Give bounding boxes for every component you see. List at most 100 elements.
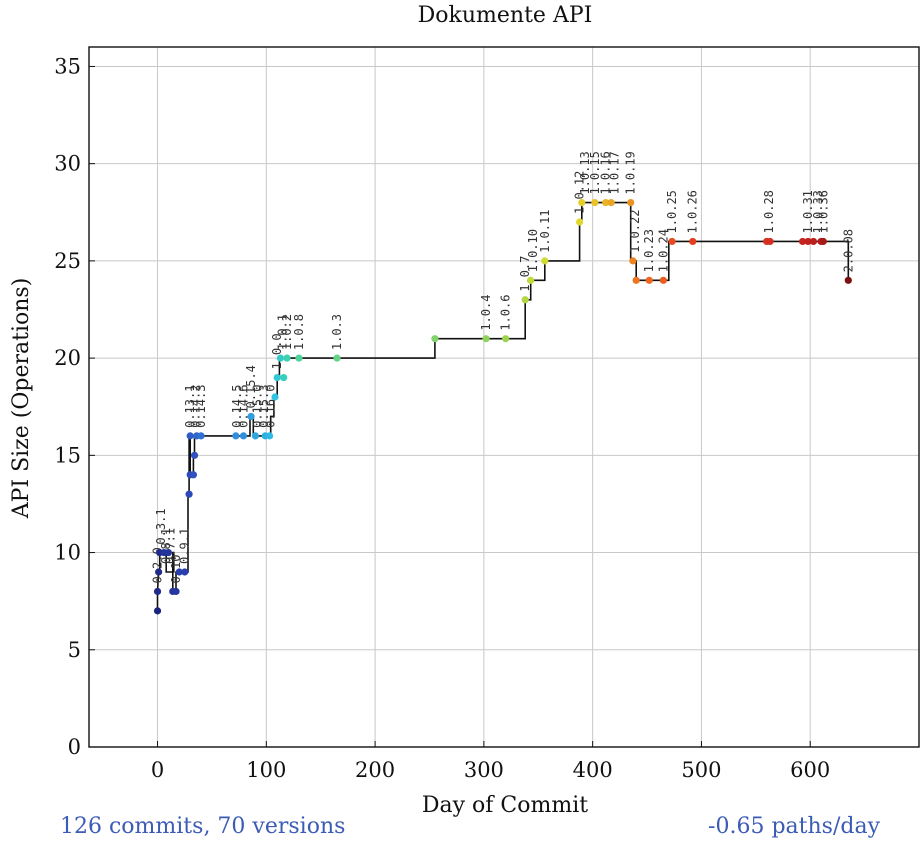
version-label: 1.0.3: [330, 314, 344, 350]
commit-point: [175, 568, 183, 576]
commit-point: [591, 198, 599, 207]
version-label: 0.15.3: [257, 385, 271, 428]
version-label: 1.0.4: [479, 295, 493, 331]
version-label: 1.0.16: [599, 151, 613, 194]
commit-point: [164, 548, 173, 557]
y-tick-label: 20: [54, 346, 81, 370]
x-tick-label: 600: [790, 758, 830, 782]
version-label: 1.0.31: [801, 190, 815, 233]
commit-point: [239, 432, 248, 440]
version-label: 1.0.13: [578, 151, 592, 194]
commit-point: [627, 198, 635, 207]
commit-point: [602, 198, 610, 207]
commit-point: [766, 237, 774, 246]
x-tick-label: 300: [464, 758, 504, 782]
version-label: 1.0.33: [811, 190, 825, 233]
version-label: 2.0.08: [841, 229, 855, 272]
x-tick-label: 100: [246, 758, 286, 782]
commit-point: [271, 393, 279, 401]
version-label: 1.0.2: [280, 314, 294, 350]
commit-point: [632, 276, 640, 284]
commit-point: [190, 451, 199, 459]
commit-point: [819, 237, 827, 246]
commit-points: [153, 198, 852, 615]
version-labels: 0.2.00.3.10.8.10.7.10.100.9.10.13.10.14.…: [151, 151, 856, 583]
commit-point: [181, 568, 189, 576]
commit-point: [645, 276, 653, 284]
grid-lines: [89, 47, 919, 748]
rate-note: -0.65 paths/day: [708, 814, 881, 839]
version-label: 0.14.3: [194, 385, 208, 428]
commit-point: [265, 432, 274, 440]
version-label: 0.10: [169, 555, 183, 584]
version-label: 1.0.1: [276, 314, 290, 350]
version-label: 0.15.4: [244, 365, 258, 408]
commit-point: [251, 432, 260, 440]
commit-point: [689, 237, 697, 246]
y-tick-label: 35: [54, 54, 81, 78]
commit-point: [155, 568, 163, 576]
commit-point: [804, 237, 812, 246]
x-tick-label: 0: [151, 758, 164, 782]
commit-count-note: 126 commits, 70 versions: [60, 814, 345, 839]
commit-point: [280, 373, 288, 382]
version-label: 1.0.25: [665, 190, 679, 233]
y-tick-label: 15: [54, 443, 81, 467]
commit-point: [844, 276, 852, 284]
commit-point: [232, 432, 240, 440]
commit-point: [659, 276, 667, 284]
commit-point: [502, 335, 510, 343]
commit-point: [247, 412, 255, 421]
commit-point: [668, 237, 676, 246]
version-label: 0.13.1: [183, 385, 197, 428]
plot-frame: [88, 46, 920, 748]
version-label: 0.3.1: [154, 508, 168, 544]
version-label: 1.0.23: [642, 229, 656, 272]
commit-point: [629, 257, 637, 265]
commit-point: [809, 237, 818, 246]
commit-point: [607, 198, 615, 207]
y-tick-label: 10: [54, 541, 81, 565]
version-label: 1.0.28: [762, 190, 776, 233]
version-label: 1.0.15: [588, 151, 602, 194]
version-label: 0.14.5: [230, 385, 244, 428]
y-tick-label: 30: [54, 152, 81, 176]
commit-point: [521, 296, 529, 304]
version-label: 1.0.6: [499, 295, 513, 331]
commit-point: [172, 587, 180, 596]
commit-point: [283, 354, 291, 362]
version-label: 1.0.10: [526, 229, 540, 272]
commit-point: [273, 373, 281, 382]
x-tick-label: 500: [681, 758, 721, 782]
commit-point: [541, 257, 549, 265]
axis-ticks: 0 100 200 300 400 500 600 0 5 10 15 20 25 30 35: [54, 54, 830, 782]
y-tick-label: 0: [68, 735, 81, 759]
commit-point: [153, 607, 162, 615]
commit-point: [189, 471, 198, 479]
commit-point: [186, 432, 194, 440]
commit-point: [482, 335, 490, 343]
commit-point: [431, 335, 439, 343]
commit-point: [185, 490, 193, 498]
version-label: 0.14.2: [189, 385, 203, 428]
version-label: 0.14.6: [236, 385, 250, 428]
x-tick-label: 400: [573, 758, 613, 782]
x-tick-label: 200: [355, 758, 395, 782]
commit-point: [527, 276, 535, 284]
y-tick-label: 25: [54, 249, 81, 273]
commit-point: [153, 587, 162, 596]
version-label: 1.0.36: [816, 190, 830, 233]
commit-point: [295, 354, 303, 362]
commit-point: [197, 432, 205, 440]
version-label: 1.0.8: [292, 314, 306, 350]
version-label: 1.0.26: [686, 190, 700, 233]
commit-point: [576, 218, 584, 226]
version-label: 0.16.0: [264, 385, 278, 428]
x-axis-label: Day of Commit: [422, 793, 588, 818]
commit-point: [799, 237, 807, 246]
y-axis-label: API Size (Operations): [9, 278, 34, 520]
version-label: 1.0.19: [624, 151, 638, 194]
commit-point: [333, 354, 341, 362]
commit-point: [276, 354, 285, 362]
